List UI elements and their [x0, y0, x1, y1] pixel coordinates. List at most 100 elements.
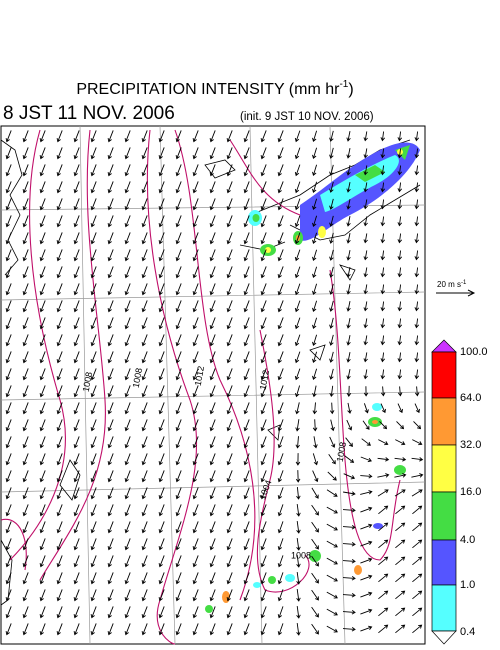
- precip-cell: [309, 550, 321, 562]
- wind-arrow: [326, 557, 338, 565]
- wind-arrow: [346, 250, 351, 261]
- wind-arrow: [296, 504, 301, 517]
- wind-arrow: [346, 385, 352, 397]
- wind-arrow: [226, 470, 233, 483]
- wind-arrow: [396, 421, 405, 430]
- wind-arrow: [73, 453, 80, 466]
- wind-arrow: [209, 538, 216, 551]
- wind-arrow: [56, 232, 63, 245]
- wind-arrow: [192, 283, 199, 296]
- wind-arrow: [158, 130, 165, 143]
- wind-arrow: [329, 130, 334, 142]
- wind-arrow: [326, 574, 338, 582]
- wind-arrow: [363, 403, 369, 414]
- wind-arrow: [243, 351, 250, 364]
- wind-arrow: [209, 521, 216, 534]
- wind-arrow: [141, 385, 148, 398]
- wind-arrow: [22, 589, 29, 602]
- wind-arrow: [22, 555, 29, 568]
- wind-arrow: [296, 623, 301, 636]
- wind-arrow: [342, 576, 356, 581]
- wind-arrow: [277, 266, 284, 279]
- wind-arrow: [226, 368, 233, 381]
- wind-arrow: [175, 385, 182, 398]
- isobar-label: 1008: [335, 441, 348, 462]
- wind-arrow: [90, 385, 97, 398]
- wind-arrow: [175, 470, 182, 483]
- wind-arrow: [277, 453, 284, 466]
- wind-arrow: [243, 487, 250, 500]
- wind-arrow: [329, 266, 334, 278]
- wind-arrow: [226, 606, 233, 619]
- wind-arrow: [342, 542, 356, 547]
- wind-arrow: [141, 351, 148, 364]
- reference-label: 20 m s-1: [437, 280, 467, 290]
- wind-arrow: [5, 419, 12, 432]
- reference-sup: -1: [461, 280, 467, 286]
- wind-arrow: [380, 165, 386, 176]
- wind-arrow: [260, 453, 267, 466]
- wind-arrow: [397, 131, 403, 142]
- wind-arrow: [395, 439, 406, 446]
- wind-arrow: [39, 249, 46, 262]
- wind-arrow: [260, 249, 267, 262]
- wind-arrow: [90, 521, 97, 534]
- wind-arrow: [312, 470, 319, 483]
- wind-arrow: [226, 283, 233, 296]
- wind-arrow: [90, 487, 97, 500]
- wind-arrow: [107, 164, 114, 177]
- isobars: [0, 129, 401, 645]
- wind-arrow: [107, 147, 114, 160]
- wind-arrow: [260, 436, 267, 449]
- wind-arrow: [141, 555, 148, 568]
- wind-arrow: [260, 283, 267, 296]
- wind-arrow: [107, 181, 114, 194]
- colorbar-label: 16.0: [460, 486, 481, 498]
- wind-arrow: [294, 266, 301, 279]
- wind-arrow: [56, 334, 63, 347]
- wind-arrow: [175, 606, 182, 619]
- wind-arrow: [395, 505, 406, 515]
- wind-arrow: [360, 473, 373, 479]
- wind-arrow: [158, 164, 165, 177]
- wind-arrow: [260, 572, 267, 585]
- wind-arrow: [260, 521, 267, 534]
- wind-arrow: [343, 491, 356, 496]
- wind-arrow: [107, 538, 114, 551]
- wind-arrow: [107, 419, 114, 432]
- isobar-label: 1008: [291, 550, 311, 560]
- wind-arrow: [192, 351, 199, 364]
- wind-arrow: [414, 216, 420, 227]
- wind-arrow: [141, 538, 148, 551]
- wind-arrow: [360, 523, 373, 530]
- wind-arrow: [90, 402, 97, 415]
- precip-cell: [372, 403, 382, 411]
- wind-arrow: [22, 623, 29, 636]
- wind-arrow: [107, 300, 114, 313]
- wind-arrow: [329, 317, 334, 329]
- wind-arrow: [347, 402, 352, 414]
- wind-arrow: [312, 419, 318, 432]
- wind-arrow: [124, 164, 131, 177]
- wind-arrow: [158, 589, 165, 602]
- colorbar-cap: [431, 630, 457, 645]
- reference-text: 20 m s: [437, 280, 461, 289]
- colorbar-label: 0.4: [460, 626, 475, 638]
- wind-arrow: [90, 147, 97, 160]
- wind-arrow: [294, 249, 301, 262]
- wind-arrow: [5, 623, 12, 636]
- wind-arrow: [363, 352, 368, 363]
- wind-arrow: [378, 439, 389, 446]
- wind-arrow: [363, 267, 368, 278]
- wind-arrow: [397, 148, 403, 159]
- wind-arrow: [5, 198, 12, 211]
- wind-arrow: [260, 504, 267, 517]
- wind-arrow: [5, 572, 12, 585]
- wind-arrow: [312, 368, 318, 380]
- wind-arrow: [141, 419, 148, 432]
- wind-arrow: [73, 232, 80, 245]
- wind-arrow: [90, 198, 97, 211]
- wind-arrow: [209, 130, 216, 143]
- wind-arrow: [107, 198, 114, 211]
